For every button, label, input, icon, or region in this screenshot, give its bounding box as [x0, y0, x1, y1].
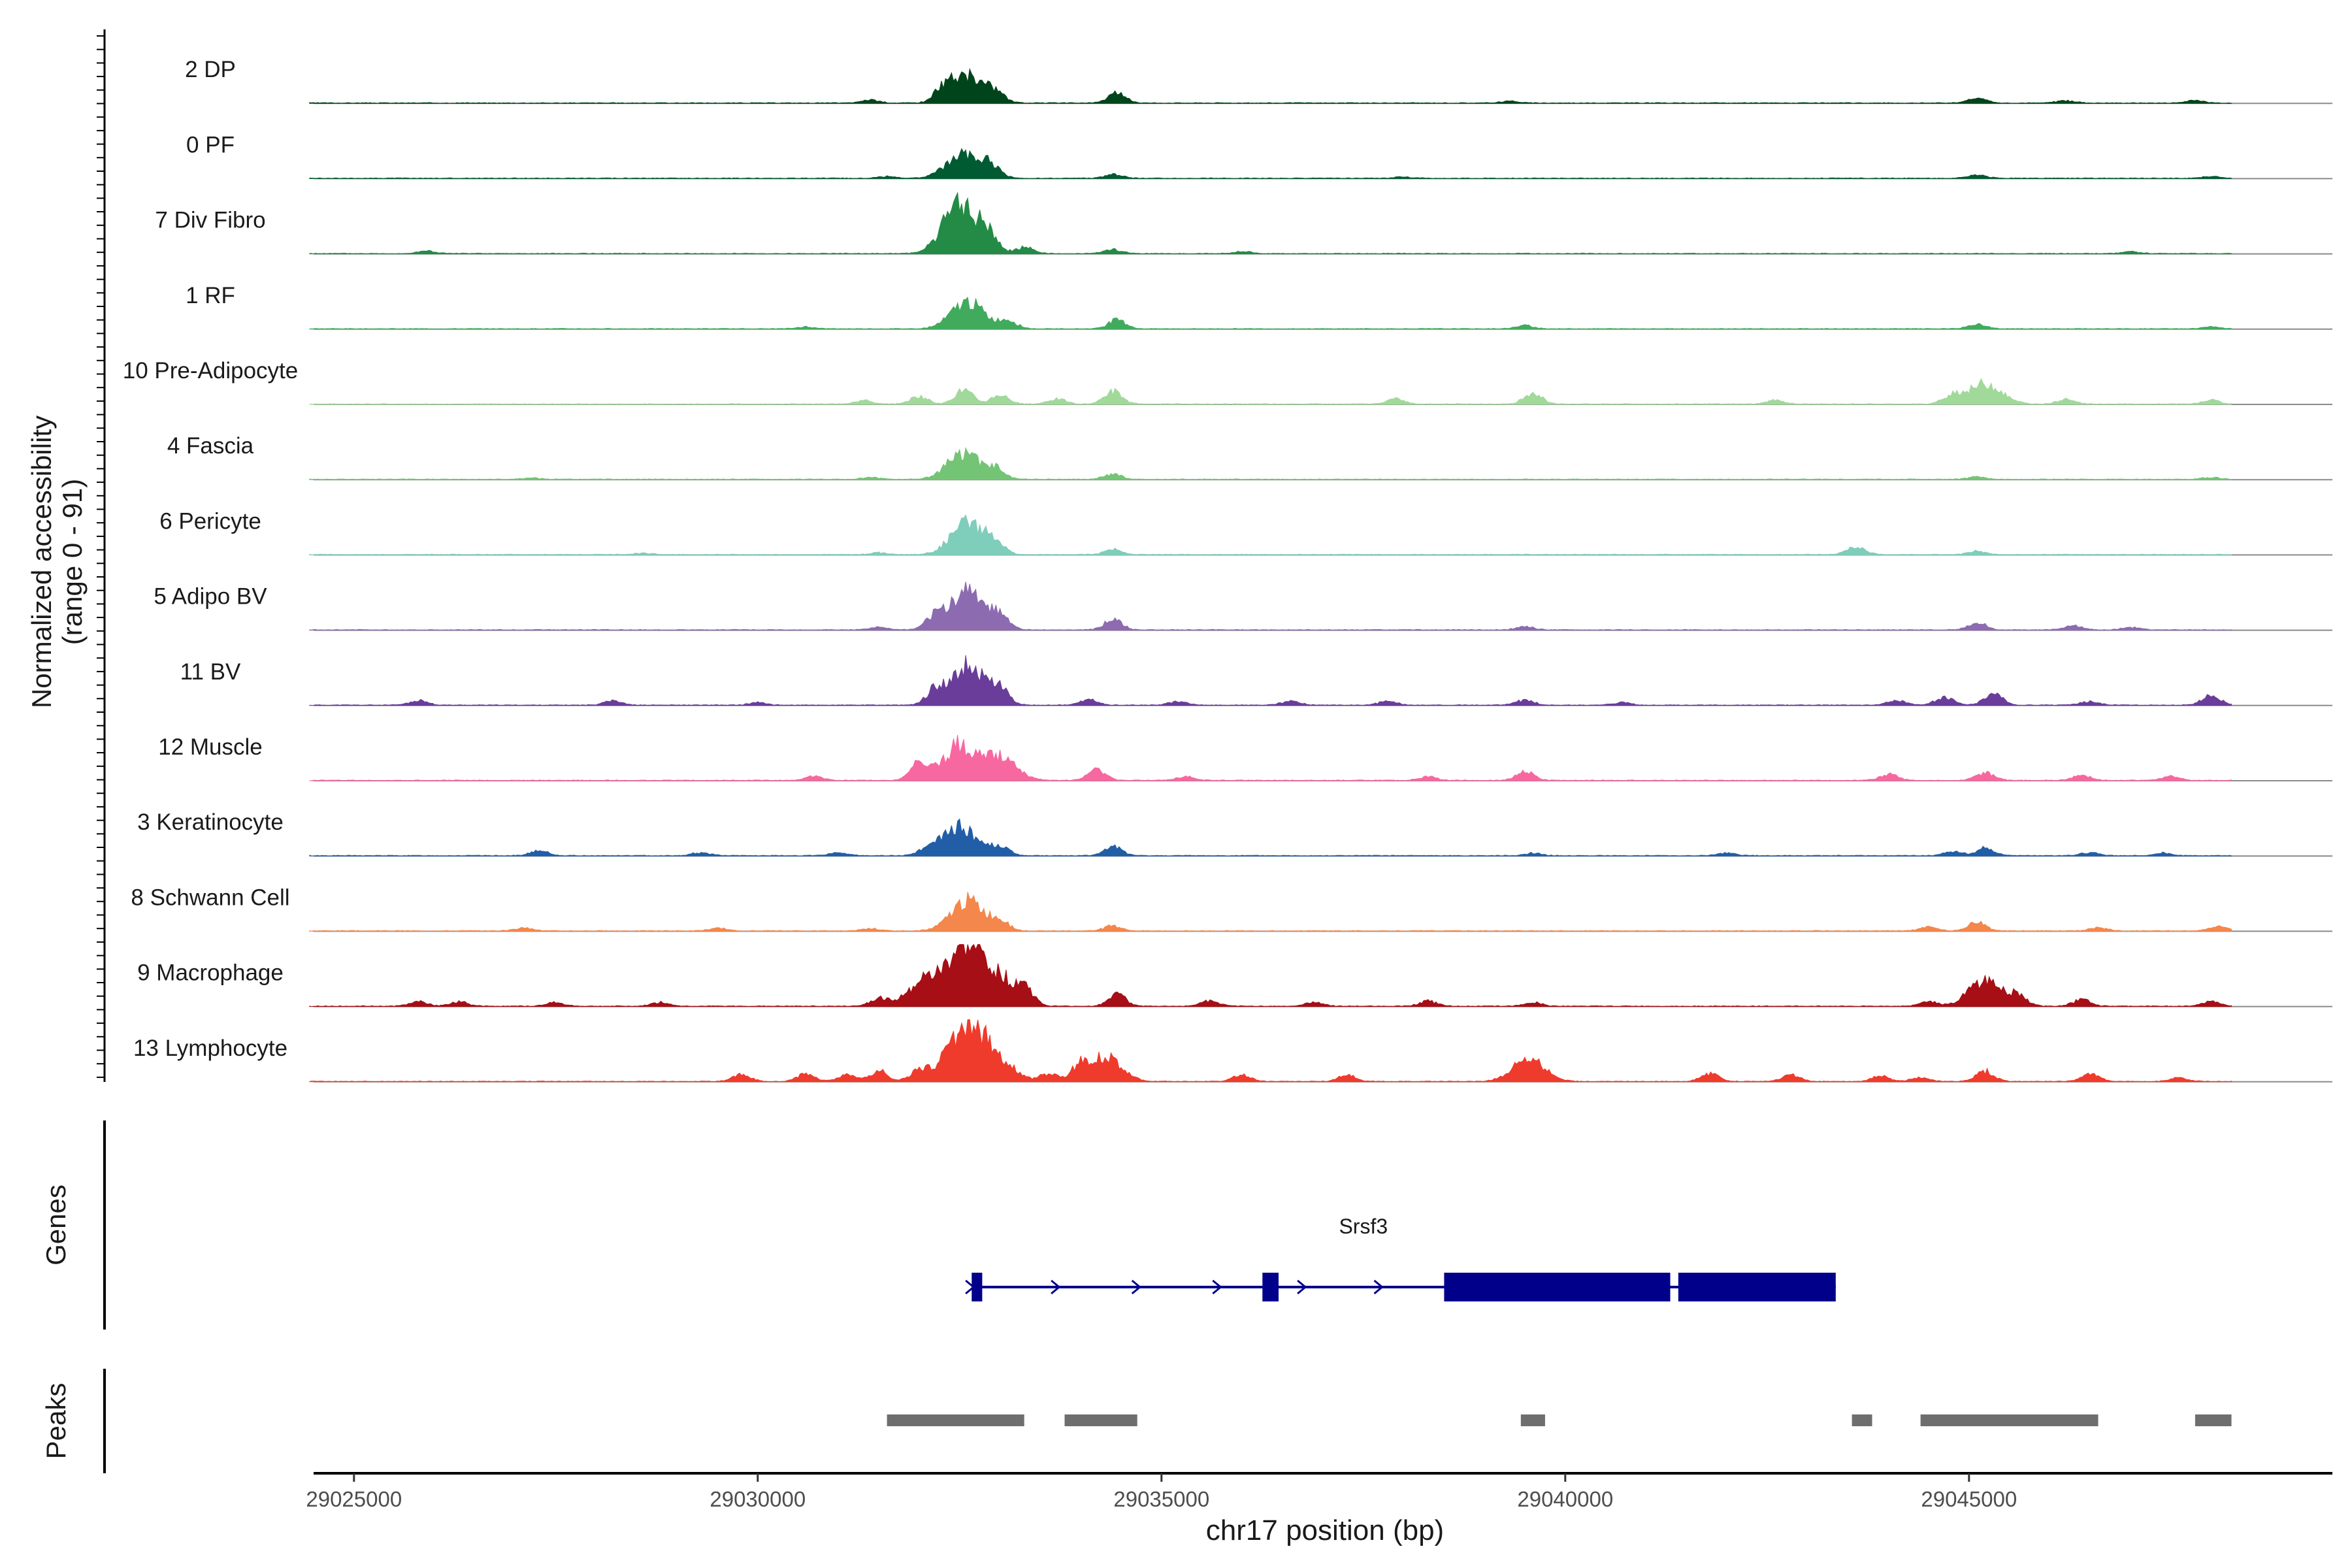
- coverage-axis: [97, 29, 106, 1082]
- gene-exon: [1262, 1273, 1279, 1301]
- coverage-area: [309, 67, 2232, 104]
- track-4: 10 Pre-Adipocyte: [123, 358, 2332, 405]
- gene-exon: [1678, 1273, 1836, 1301]
- peak-region: [2195, 1414, 2232, 1426]
- track-6: 6 Pericyte: [159, 508, 2332, 556]
- peaks-track-title: Peaks: [41, 1383, 71, 1460]
- track-label: 5 Adipo BV: [154, 584, 267, 610]
- coverage-tracks: 2 DP 0 PF 7 Div Fibro 1 RF 10 Pre-Adipocyte 4…: [123, 57, 2332, 1083]
- coverage-area: [309, 378, 2232, 405]
- track-2: 7 Div Fibro: [155, 191, 2332, 255]
- strand-arrow: [1051, 1279, 1061, 1295]
- coverage-area: [309, 655, 2232, 706]
- coverage-area: [309, 148, 2232, 179]
- track-12: 9 Macrophage: [137, 943, 2332, 1007]
- gene-label: Srsf3: [1339, 1215, 1388, 1238]
- track-0: 2 DP: [185, 57, 2332, 105]
- gene-exon: [972, 1273, 983, 1301]
- peak-region: [1852, 1414, 1872, 1426]
- x-tick-label: 29035000: [1113, 1487, 1209, 1511]
- track-10: 3 Keratinocyte: [137, 809, 2332, 857]
- track-label: 2 DP: [185, 57, 236, 82]
- track-label: 4 Fascia: [167, 433, 254, 459]
- gene-exon: [1444, 1273, 1671, 1301]
- track-label: 10 Pre-Adipocyte: [123, 358, 298, 384]
- strand-arrow: [1212, 1279, 1222, 1295]
- track-label: 13 Lymphocyte: [133, 1036, 287, 1061]
- x-axis: 29025000 29030000 29035000 29040000 29045000…: [306, 1472, 2332, 1546]
- strand-arrow: [1297, 1279, 1307, 1295]
- track-9: 12 Muscle: [158, 734, 2332, 781]
- x-tick-label: 29040000: [1517, 1487, 1613, 1511]
- coverage-area: [309, 892, 2232, 932]
- peak-region: [1920, 1414, 2099, 1426]
- track-label: 3 Keratinocyte: [137, 809, 284, 835]
- y-axis-title: Normalized accessibility: [26, 416, 57, 708]
- track-13: 13 Lymphocyte: [133, 1019, 2332, 1083]
- coverage-area: [309, 581, 2232, 631]
- x-axis-title: chr17 position (bp): [1206, 1514, 1444, 1546]
- peak-region: [1520, 1414, 1545, 1426]
- track-5: 4 Fascia: [167, 433, 2332, 481]
- track-8: 11 BV: [180, 655, 2332, 706]
- x-tick-label: 29030000: [710, 1487, 806, 1511]
- coverage-area: [309, 191, 2232, 255]
- track-1: 0 PF: [186, 132, 2332, 180]
- peaks-track: Peaks: [41, 1369, 2232, 1473]
- genes-track: Genes Srsf3: [41, 1120, 1836, 1330]
- track-label: 6 Pericyte: [159, 508, 261, 534]
- coverage-area: [309, 447, 2232, 480]
- strand-arrow: [1131, 1279, 1142, 1295]
- track-label: 0 PF: [186, 132, 235, 157]
- genes-track-title: Genes: [41, 1184, 71, 1266]
- coverage-area: [309, 1019, 2232, 1083]
- track-label: 8 Schwann Cell: [131, 885, 289, 910]
- track-7: 5 Adipo BV: [154, 581, 2332, 631]
- coverage-area: [309, 297, 2232, 330]
- y-axis-range-label: (range 0 - 91): [57, 479, 88, 645]
- coverage-area: [309, 514, 2232, 555]
- track-label: 11 BV: [180, 659, 241, 685]
- x-tick-label: 29045000: [1921, 1487, 2017, 1511]
- coverage-area: [309, 818, 2232, 857]
- track-label: 12 Muscle: [158, 734, 263, 760]
- coverage-area: [309, 943, 2232, 1007]
- track-11: 8 Schwann Cell: [131, 885, 2332, 932]
- x-tick-label: 29025000: [306, 1487, 402, 1511]
- peak-region: [887, 1414, 1024, 1426]
- peak-region: [1064, 1414, 1137, 1426]
- track-label: 7 Div Fibro: [155, 208, 265, 233]
- track-label: 9 Macrophage: [137, 960, 284, 986]
- track-label: 1 RF: [186, 283, 235, 308]
- track-3: 1 RF: [186, 283, 2332, 330]
- coverage-area: [309, 734, 2232, 781]
- strand-arrow: [1373, 1279, 1384, 1295]
